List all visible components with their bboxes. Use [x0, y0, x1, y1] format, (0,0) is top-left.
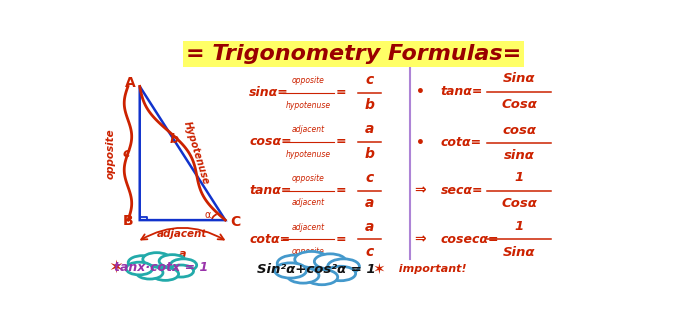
Text: adjacent: adjacent — [292, 198, 325, 207]
Circle shape — [152, 268, 179, 280]
Text: Sinα: Sinα — [503, 72, 535, 85]
Text: opposite: opposite — [292, 76, 324, 85]
Circle shape — [306, 270, 337, 285]
Text: hypotenuse: hypotenuse — [286, 150, 331, 159]
Text: c: c — [123, 147, 130, 160]
Text: adjacent: adjacent — [292, 125, 325, 134]
Text: c: c — [366, 171, 374, 185]
Circle shape — [295, 252, 328, 268]
Text: •: • — [416, 85, 425, 99]
Text: secα=: secα= — [441, 184, 483, 197]
Text: ⇒: ⇒ — [415, 232, 426, 246]
Text: hypotenuse: hypotenuse — [286, 101, 331, 110]
Text: sinα: sinα — [504, 149, 535, 162]
Text: a: a — [179, 248, 186, 259]
Text: Cosα: Cosα — [502, 197, 538, 210]
Circle shape — [315, 254, 346, 269]
Text: ⇒: ⇒ — [415, 183, 426, 197]
Text: tanα=: tanα= — [441, 85, 483, 98]
Circle shape — [126, 262, 152, 275]
Circle shape — [143, 253, 170, 266]
Text: c: c — [366, 73, 374, 88]
Circle shape — [159, 255, 186, 267]
Text: Hypotenuse: Hypotenuse — [181, 120, 210, 186]
Circle shape — [128, 256, 157, 270]
Text: =: = — [336, 233, 346, 246]
Text: a: a — [365, 122, 375, 136]
Text: =: = — [336, 86, 346, 99]
Circle shape — [287, 268, 319, 283]
Text: A: A — [125, 75, 135, 90]
Text: adjacent: adjacent — [157, 229, 208, 239]
Text: opposite: opposite — [106, 128, 115, 179]
Text: opposite: opposite — [292, 247, 324, 256]
Text: c: c — [366, 245, 374, 259]
Circle shape — [168, 265, 194, 277]
Text: cosecα=: cosecα= — [441, 233, 500, 246]
Text: cosα: cosα — [502, 124, 536, 137]
Text: Cosα: Cosα — [502, 98, 538, 111]
Text: b: b — [365, 98, 375, 112]
Circle shape — [277, 255, 313, 272]
Text: sinα=: sinα= — [249, 86, 289, 99]
Text: ✶: ✶ — [373, 262, 386, 277]
Text: b: b — [170, 133, 179, 146]
Text: 1: 1 — [515, 171, 524, 184]
Text: C: C — [230, 215, 240, 229]
Text: important!: important! — [391, 265, 466, 275]
Text: tanα=: tanα= — [249, 184, 292, 197]
Text: Sin²α+cos²α = 1: Sin²α+cos²α = 1 — [257, 263, 375, 276]
Text: adjacent: adjacent — [292, 222, 325, 231]
Text: ✶: ✶ — [108, 259, 124, 277]
Text: b: b — [365, 147, 375, 161]
Text: tanx·cotx = 1: tanx·cotx = 1 — [114, 261, 208, 274]
Text: =: = — [336, 184, 346, 197]
Text: cosα=: cosα= — [249, 135, 292, 148]
Circle shape — [170, 259, 197, 272]
Text: = Trigonometry Formulas=: = Trigonometry Formulas= — [186, 44, 521, 64]
Text: B: B — [123, 214, 133, 228]
Text: opposite: opposite — [292, 174, 324, 183]
Text: •: • — [416, 136, 425, 150]
Circle shape — [326, 266, 355, 281]
Text: Sinα: Sinα — [503, 246, 535, 259]
Text: cotα=: cotα= — [441, 137, 482, 149]
Text: =: = — [336, 135, 346, 148]
Text: a: a — [365, 196, 375, 210]
Circle shape — [137, 266, 163, 279]
Text: 1: 1 — [515, 220, 524, 233]
Text: α: α — [205, 210, 211, 220]
Text: cotα=: cotα= — [249, 233, 290, 246]
Circle shape — [275, 263, 306, 278]
Text: a: a — [365, 220, 375, 234]
Circle shape — [328, 259, 359, 274]
